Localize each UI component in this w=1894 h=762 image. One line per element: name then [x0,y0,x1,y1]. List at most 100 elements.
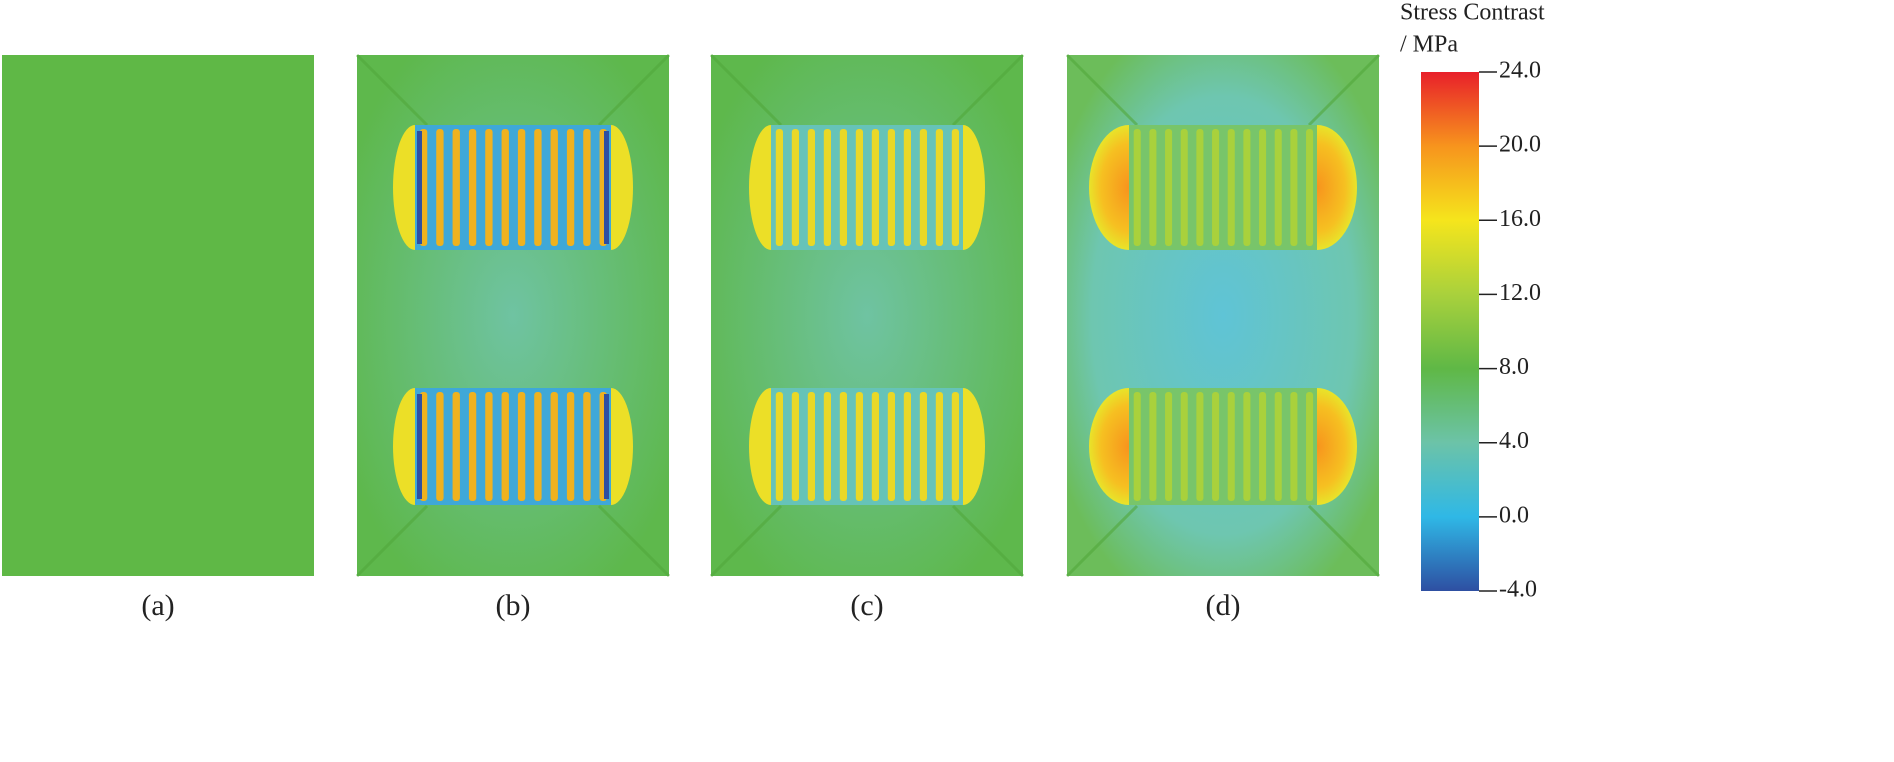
stress-stripe [855,392,863,501]
stress-stripe [1212,392,1220,501]
stress-stripe [791,129,799,246]
stress-stripe [1180,129,1188,246]
stress-panel [1065,53,1381,578]
colorbar-tick-label: 12.0 [1499,280,1541,306]
stress-block [1129,125,1317,250]
panel-label: (c) [850,589,883,622]
colorbar-tick-label: 20.0 [1499,132,1541,158]
stress-stripe [951,129,959,246]
stress-stripe [517,129,526,246]
colorbar-title: / MPa [1400,32,1458,58]
contour-line [951,53,1025,127]
stress-stripe [583,129,591,246]
stress-stripe [1259,129,1267,246]
stress-stripe [839,392,847,501]
stress-stripe [1212,129,1220,246]
stress-stripe [903,392,911,501]
stress-stripe [452,129,460,246]
colorbar-tick-label: 24.0 [1499,58,1541,84]
stress-stripe [452,392,460,501]
stress-panel [2,55,314,576]
contour-line [1307,504,1381,578]
stress-stripe [1165,392,1173,501]
panel-label: (d) [1206,589,1241,622]
stress-stripe [935,129,943,246]
stress-stripe [468,392,477,501]
stress-stripe [1290,129,1298,246]
stress-stripe [550,129,558,246]
stress-stripe [1165,129,1173,246]
stress-stripe [807,392,815,501]
panel-field [2,55,314,576]
stress-stripe [807,129,815,246]
contour-line [355,504,429,578]
colorbar-tick-label: -4.0 [1499,577,1537,603]
stress-stripe [871,392,879,501]
stress-block [771,125,963,250]
contour-line [597,504,671,578]
stress-stripe [566,129,575,246]
stress-stripe [1243,129,1251,246]
stress-stripe [517,392,526,501]
stress-stripe [1274,129,1282,246]
stress-stripe [775,129,783,246]
panel-label: (a) [141,589,174,622]
stress-stripe [951,392,959,501]
contour-line [709,504,783,578]
stress-stripe [534,129,542,246]
stress-stripe [501,129,509,246]
stress-stripe [775,392,783,501]
stress-stripe [791,392,799,501]
stress-stripe [1227,129,1235,246]
stress-stripe [583,392,591,501]
stress-stripe [1227,392,1235,501]
stress-stripe [1274,392,1282,501]
stress-stripe [1259,392,1267,501]
stress-stripe [1149,392,1157,501]
stress-stripe [887,129,895,246]
stress-stripe [1196,129,1204,246]
stress-stripe [485,392,493,501]
stress-stripe [887,392,895,501]
stress-stripe [1306,392,1314,501]
stress-stripe [468,129,477,246]
stress-stripe [935,392,943,501]
stress-stripe [566,392,575,501]
stress-panel [709,53,1025,578]
contour-line [1065,53,1139,127]
stress-stripe [1306,129,1314,246]
stress-stripe [534,392,542,501]
stress-stripe [855,129,863,246]
stress-stripe [501,392,509,501]
stress-edge [417,131,422,244]
colorbar-tick-label: 4.0 [1499,428,1529,454]
colorbar-tick-label: 0.0 [1499,502,1529,528]
stress-stripe [1149,129,1157,246]
stress-stripe [919,129,927,246]
stress-edge [604,394,609,499]
stress-stripe [1180,392,1188,501]
stress-stripe [903,129,911,246]
stress-stripe [871,129,879,246]
contour-line [709,53,783,127]
contour-line [355,53,429,127]
stress-stripe [1133,392,1141,501]
contour-line [597,53,671,127]
stress-stripe [919,392,927,501]
stress-stripe [1133,129,1141,246]
contour-line [951,504,1025,578]
contour-line [1307,53,1381,127]
colorbar-tick-label: 8.0 [1499,354,1529,380]
stress-stripe [436,129,444,246]
stress-stripe [1243,392,1251,501]
stress-stripe [1196,392,1204,501]
stress-edge [417,394,422,499]
stress-stripe [1290,392,1298,501]
colorbar-tick-label: 16.0 [1499,206,1541,232]
stress-stripe [550,392,558,501]
colorbar [1421,72,1479,591]
stress-stripe [823,392,831,501]
stress-block [771,388,963,505]
stress-stripe [839,129,847,246]
